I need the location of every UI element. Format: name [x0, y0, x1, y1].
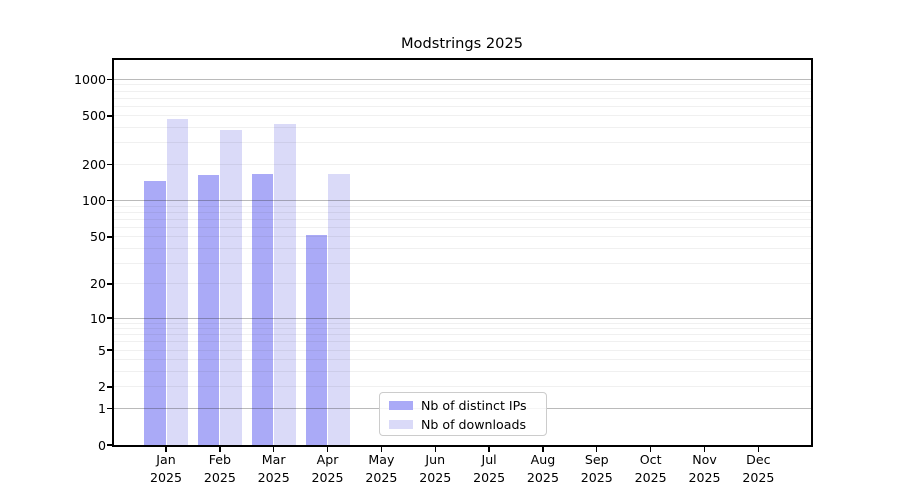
y-tick: [107, 317, 112, 319]
x-tick-label: Jul 2025: [457, 451, 521, 486]
x-tick-label-year: 2025: [688, 469, 721, 485]
x-tick: [380, 447, 383, 452]
y-tick: [107, 236, 112, 238]
x-tick-label-month: Nov: [692, 452, 717, 467]
x-tick-label-year: 2025: [580, 469, 613, 485]
legend-item-distinct-ips: Nb of distinct IPs: [389, 396, 546, 415]
x-tick: [488, 447, 490, 452]
x-tick: [434, 447, 436, 452]
x-tick-label-year: 2025: [149, 469, 183, 485]
x-tick-label-month: Aug: [530, 452, 556, 467]
legend-label-distinct-ips: Nb of distinct IPs: [421, 398, 527, 413]
x-tick-label: Aug 2025: [511, 451, 575, 486]
y-tick-label: 0: [97, 437, 106, 453]
legend: Nb of distinct IPs Nb of downloads: [379, 392, 547, 436]
x-tick-label-year: 2025: [742, 469, 775, 485]
y-tick-label: 5: [97, 342, 106, 358]
x-tick-label-year: 2025: [311, 469, 344, 485]
x-tick: [165, 447, 167, 452]
y-tick-label: 20: [89, 276, 106, 292]
x-tick-label: Nov 2025: [673, 451, 737, 486]
plot-area: [112, 58, 813, 447]
bar-downloads-mar: [274, 124, 296, 445]
y-tick: [107, 444, 112, 446]
legend-item-downloads: Nb of downloads: [389, 415, 546, 434]
y-tick: [107, 386, 112, 388]
bar-downloads-jan: [166, 119, 188, 445]
x-tick-label: Apr 2025: [296, 451, 360, 486]
legend-label-downloads: Nb of downloads: [421, 417, 527, 432]
plot-inner: [114, 60, 811, 445]
bar-distinct-ips-apr: [305, 234, 328, 445]
y-tick-label: 2: [97, 379, 106, 395]
x-tick: [273, 447, 275, 452]
bar-distinct-ips-mar: [251, 174, 274, 445]
bar-downloads-apr: [328, 174, 350, 445]
x-tick-label: Jan 2025: [134, 451, 198, 486]
legend-swatch-distinct-ips: [389, 401, 413, 410]
x-tick-label: Sep 2025: [565, 451, 629, 486]
y-tick: [107, 407, 112, 409]
x-tick-label-month: May: [368, 452, 395, 467]
y-tick-label: 100: [81, 193, 106, 209]
x-tick: [703, 447, 706, 452]
y-tick-label: 500: [81, 108, 106, 124]
x-tick-label-month: Oct: [639, 452, 662, 467]
x-tick: [757, 447, 760, 452]
y-tick-label: 50: [89, 229, 106, 245]
y-tick: [107, 199, 112, 202]
x-tick-label-month: Feb: [208, 452, 231, 467]
x-tick-label-month: Jan: [156, 452, 176, 467]
x-tick: [219, 447, 221, 452]
x-tick-label-month: Sep: [584, 452, 609, 467]
x-tick-label-month: Apr: [316, 452, 339, 467]
x-tick-label: Oct 2025: [619, 451, 683, 486]
y-tick: [107, 115, 112, 117]
x-tick-label: Mar 2025: [242, 451, 306, 486]
chart-title: Modstrings 2025: [400, 35, 524, 52]
x-tick-label-year: 2025: [203, 469, 236, 485]
bar-distinct-ips-feb: [197, 175, 220, 445]
y-tick: [107, 78, 112, 80]
x-tick-label-year: 2025: [526, 469, 559, 485]
bar-downloads-feb: [220, 130, 242, 445]
x-tick: [649, 447, 652, 452]
x-tick-label: May 2025: [349, 451, 413, 486]
y-tick-label: 1000: [73, 71, 106, 87]
x-tick-label-year: 2025: [419, 469, 452, 485]
x-tick-label-month: Dec: [746, 452, 771, 467]
y-tick-label: 200: [81, 156, 106, 172]
x-tick-label-month: Jul: [481, 452, 497, 467]
bar-distinct-ips-jan: [144, 181, 166, 445]
y-tick: [107, 349, 112, 351]
x-tick-label-year: 2025: [473, 469, 506, 485]
x-tick-label-year: 2025: [634, 469, 667, 485]
x-tick-label-month: Mar: [261, 452, 286, 467]
x-tick-label-month: Jun: [425, 452, 446, 467]
x-tick-label-year: 2025: [257, 469, 290, 485]
y-tick: [107, 163, 112, 165]
y-axis-tick-labels: 0 1 2 5 10 20 50 100 200 500 1000: [0, 60, 106, 453]
legend-swatch-downloads: [389, 420, 413, 429]
x-tick-label: Feb 2025: [188, 451, 252, 486]
bars-layer: [114, 60, 811, 445]
x-tick-label-year: 2025: [365, 469, 398, 485]
y-tick-label: 1: [97, 400, 106, 416]
x-tick: [596, 447, 598, 452]
x-tick-label: Jun 2025: [403, 451, 467, 486]
x-tick-label: Dec 2025: [726, 451, 790, 486]
x-tick: [542, 447, 544, 452]
x-tick: [326, 447, 329, 452]
y-tick: [107, 283, 112, 285]
y-tick-label: 10: [89, 310, 106, 326]
